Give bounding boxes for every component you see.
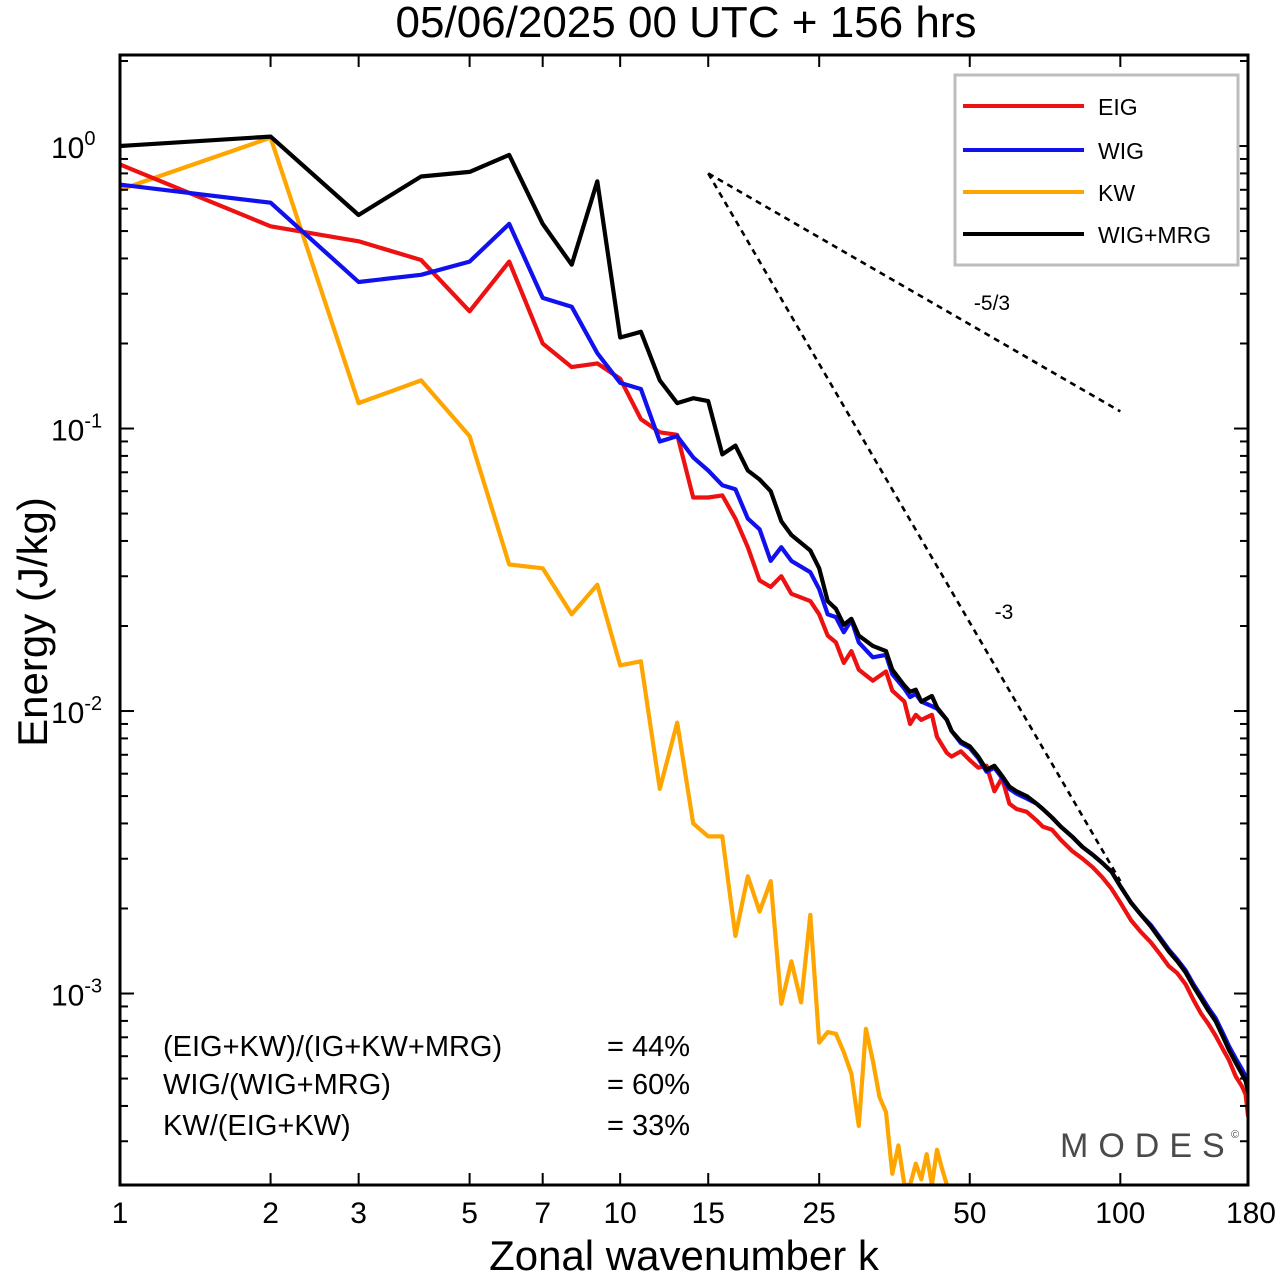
- x-axis-label: Zonal wavenumber k: [489, 1232, 880, 1279]
- y-tick-label: 100: [51, 128, 96, 165]
- x-tick-label: 50: [953, 1197, 986, 1230]
- legend: EIG WIG KW WIG+MRG: [953, 73, 1240, 267]
- chart-title: 05/06/2025 00 UTC + 156 hrs: [396, 0, 977, 47]
- ratio-label: KW/(EIG+KW): [163, 1110, 351, 1142]
- copyright-mark: ©: [1231, 1129, 1239, 1141]
- series-line-eig: [120, 162, 1248, 1118]
- y-tick-label: 10-3: [51, 976, 102, 1013]
- x-tick-label: 180: [1226, 1197, 1276, 1230]
- ratio-value: = 33%: [607, 1110, 690, 1142]
- series-line-wig: [120, 182, 1248, 1089]
- x-tick-label: 10: [603, 1197, 636, 1230]
- y-tick-label: 10-2: [51, 693, 102, 730]
- reference-slope-label: -5/3: [974, 292, 1010, 315]
- y-axis: 10-3 10-2 10-1 100: [51, 59, 1248, 1143]
- plot-frame: [118, 53, 1250, 1187]
- x-tick-label: 1: [112, 1197, 129, 1230]
- watermark-logo: MODES ©: [1060, 1127, 1239, 1165]
- ratio-value: = 60%: [607, 1069, 690, 1101]
- reference-slope-label: -3: [995, 601, 1014, 624]
- ratio-label: (EIG+KW)/(IG+KW+MRG): [163, 1031, 502, 1063]
- x-axis: 1 2 3 5 7 10 15 25 50 100 180: [112, 55, 1276, 1230]
- reference-slope-line: [707, 172, 1122, 882]
- legend-label-eig: EIG: [1098, 94, 1138, 120]
- legend-entries: EIG WIG KW WIG+MRG: [963, 94, 1211, 248]
- ratio-annotations: (EIG+KW)/(IG+KW+MRG) = 44% WIG/(WIG+MRG)…: [163, 1031, 690, 1142]
- series-layer: [120, 134, 1248, 1185]
- reference-slope-line: [707, 172, 1121, 413]
- y-tick-label: 10-1: [51, 411, 102, 448]
- x-tick-label: 7: [534, 1197, 551, 1230]
- legend-label-wig-mrg: WIG+MRG: [1098, 222, 1211, 248]
- x-tick-label: 5: [461, 1197, 478, 1230]
- x-tick-label: 2: [262, 1197, 279, 1230]
- y-axis-label: Energy (J/kg): [9, 497, 56, 747]
- legend-label-kw: KW: [1098, 180, 1135, 206]
- ratio-label: WIG/(WIG+MRG): [163, 1069, 391, 1101]
- legend-label-wig: WIG: [1098, 138, 1144, 164]
- ratio-value: = 44%: [607, 1031, 690, 1063]
- x-tick-label: 3: [350, 1197, 367, 1230]
- watermark-text: MODES: [1060, 1127, 1235, 1165]
- series-line-wig-mrg: [120, 134, 1248, 1094]
- x-tick-label: 15: [692, 1197, 725, 1230]
- reference-slope-layer: -5/3 -3: [707, 172, 1122, 882]
- x-tick-label: 25: [803, 1197, 836, 1230]
- x-tick-label: 100: [1095, 1197, 1145, 1230]
- series-line-kw: [120, 135, 950, 1185]
